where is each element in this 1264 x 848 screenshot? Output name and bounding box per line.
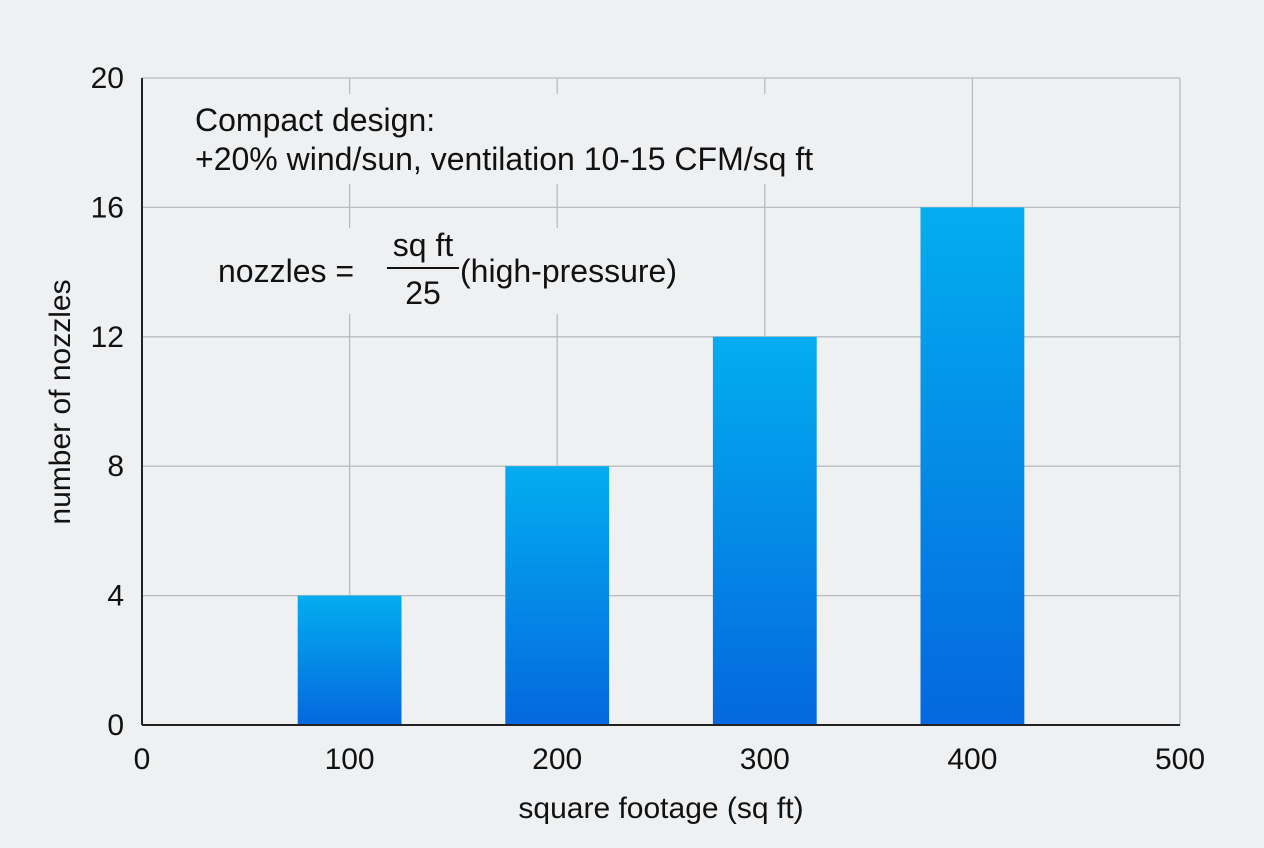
formula-denominator: 25 [405, 275, 441, 311]
annotation-text: Compact design: +20% wind/sun, ventilati… [188, 94, 888, 184]
y-tick-labels: 0 4 8 12 16 20 [91, 62, 124, 742]
formula: nozzles = sq ft 25 (high-pressure) [208, 227, 718, 314]
bar [712, 336, 817, 725]
bars [297, 207, 1025, 725]
x-tick-label: 100 [325, 743, 375, 776]
y-tick-label: 20 [91, 62, 124, 95]
axes [141, 78, 1180, 726]
x-tick-label: 200 [532, 743, 582, 776]
bar [297, 595, 402, 725]
y-tick-label: 4 [107, 580, 124, 613]
y-tick-label: 8 [107, 450, 124, 483]
x-axis-label: square footage (sq ft) [518, 792, 803, 825]
annotation-backdrop [188, 94, 888, 184]
x-tick-label: 400 [947, 743, 997, 776]
x-tick-label: 500 [1155, 743, 1205, 776]
bar [920, 207, 1025, 725]
y-tick-label: 0 [107, 709, 124, 742]
formula-lhs: nozzles = [218, 253, 354, 289]
y-tick-label: 12 [91, 321, 124, 354]
x-tick-label: 300 [740, 743, 790, 776]
x-tick-label: 0 [134, 743, 151, 776]
y-axis-label: number of nozzles [44, 279, 77, 524]
formula-suffix: (high-pressure) [460, 253, 677, 289]
annotation-line-2: +20% wind/sun, ventilation 10-15 CFM/sq … [195, 141, 813, 177]
bar [505, 466, 610, 725]
formula-backdrop [208, 228, 718, 314]
annotation-line-1: Compact design: [195, 102, 435, 138]
x-tick-labels: 0 100 200 300 400 500 [134, 743, 1205, 776]
y-tick-label: 16 [91, 191, 124, 224]
formula-numerator: sq ft [393, 227, 454, 263]
